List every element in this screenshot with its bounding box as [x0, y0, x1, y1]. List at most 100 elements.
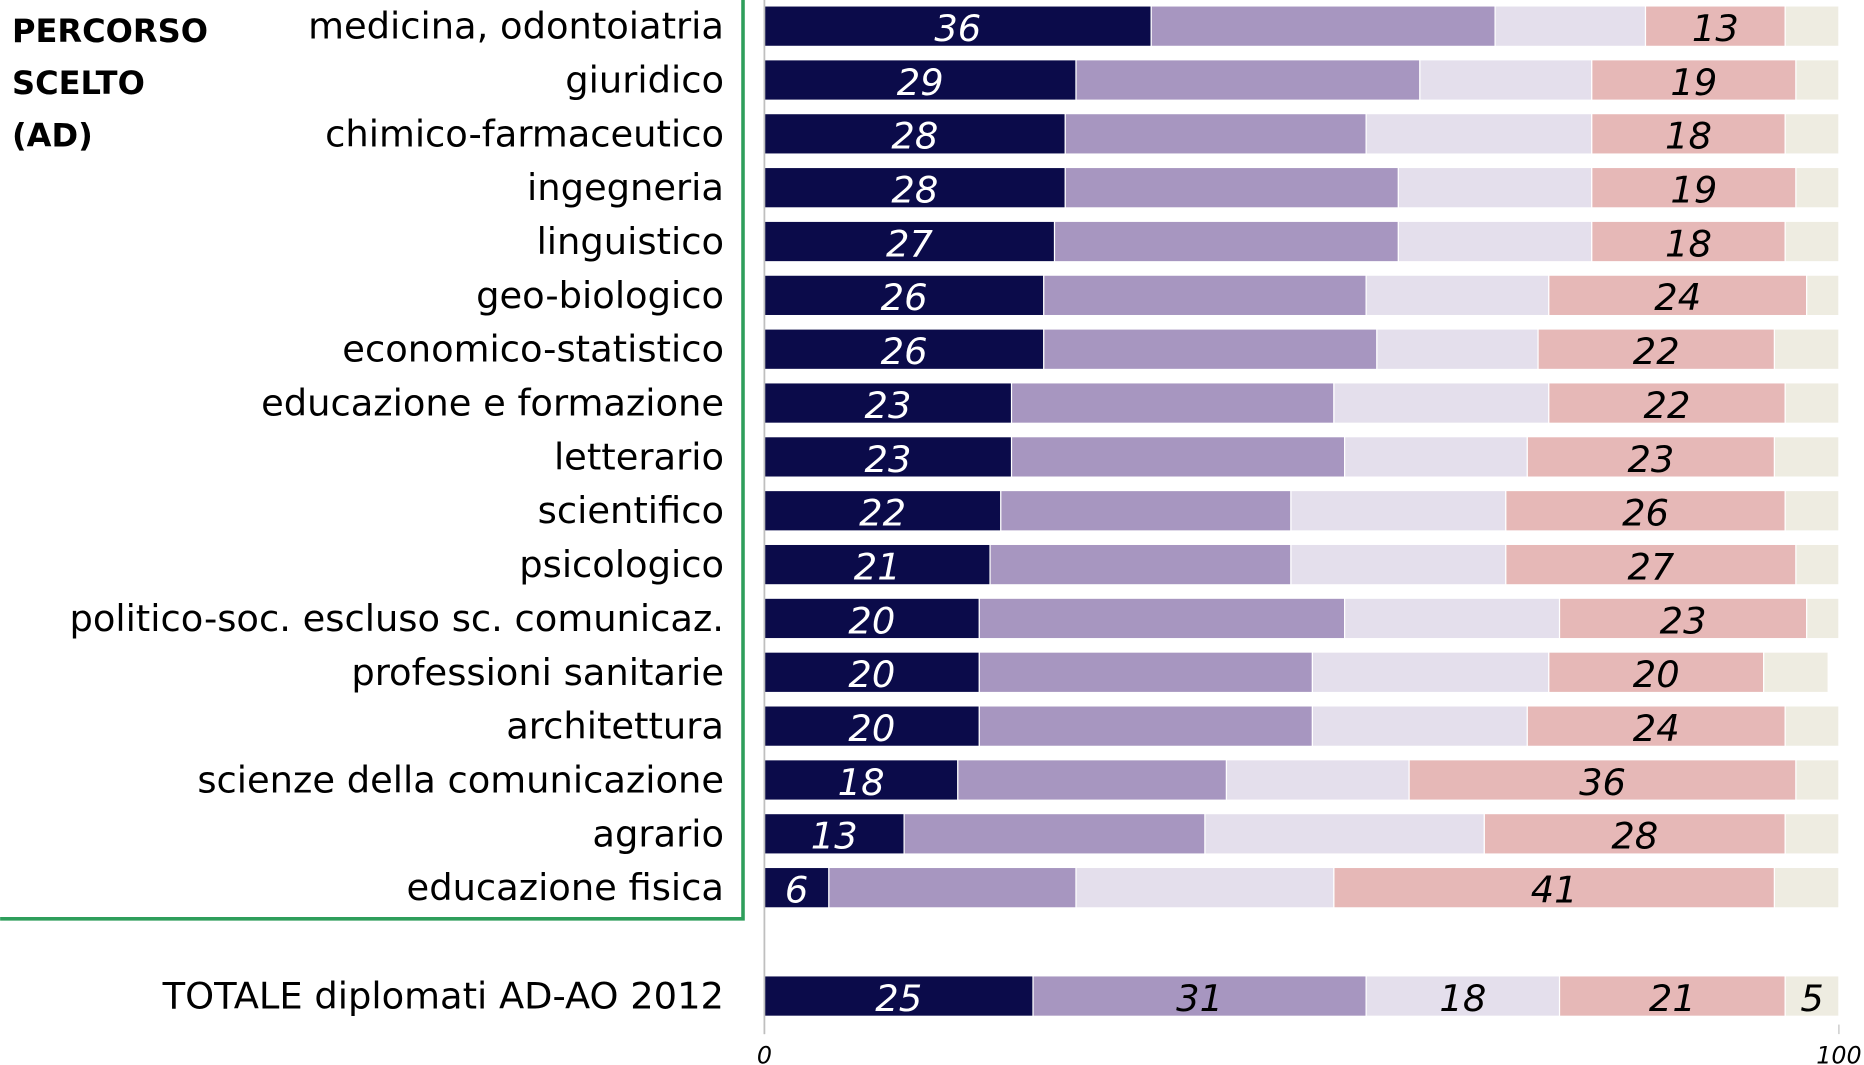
category-label: scienze della comunicazione: [197, 758, 724, 801]
category-label: giuridico: [565, 58, 724, 101]
bar-segment: [763, 436, 1013, 478]
bar-segment: [1548, 382, 1786, 424]
value-label: 5: [1800, 977, 1823, 1020]
bar-segment: [1032, 975, 1367, 1017]
value-label: 29: [897, 61, 944, 104]
value-label: 28: [1611, 815, 1658, 858]
bar-segment: [1806, 274, 1840, 317]
group-bracket: [0, 0, 745, 921]
value-label: 28: [891, 169, 938, 212]
value-label: 24: [1633, 707, 1680, 750]
value-label: 20: [848, 707, 895, 750]
category-label: chimico-farmaceutico: [325, 112, 724, 155]
bar-segment: [1010, 436, 1346, 478]
group-label: PERCORSO: [12, 12, 208, 50]
category-label: economico-statistico: [342, 328, 724, 371]
category-label: TOTALE diplomati AD-AO 2012: [162, 975, 724, 1018]
bar-segment: [1784, 975, 1840, 1017]
bar-segment: [1537, 328, 1776, 371]
category-label: medicina, odontoiatria: [308, 5, 724, 48]
value-label: 23: [1627, 438, 1674, 481]
bar-segment: [1784, 813, 1840, 855]
bar-segment: [1806, 597, 1840, 640]
category-label: educazione e formazione: [261, 382, 724, 425]
bar-segment: [1494, 5, 1647, 47]
bar-segment: [1784, 220, 1840, 263]
bar-segment: [1075, 866, 1335, 909]
bar-segment: [1000, 489, 1292, 532]
bar-segment: [1526, 705, 1786, 747]
bar-segment: [1763, 651, 1829, 694]
bar-segment: [1075, 59, 1421, 101]
x-tick-label: 100: [1816, 1041, 1861, 1065]
bar-segment: [1397, 220, 1593, 263]
bar-segment: [1784, 5, 1840, 47]
bar-segment: [1043, 328, 1378, 371]
value-label: 23: [865, 384, 912, 427]
value-label: 13: [811, 815, 858, 858]
bar-segment: [903, 813, 1206, 855]
value-label: 20: [1633, 653, 1680, 696]
bar-segment: [1644, 5, 1786, 47]
bar-segment: [1773, 436, 1840, 478]
bar-segment: [1773, 328, 1840, 371]
bar-segment: [1591, 220, 1786, 263]
bar-segment: [1290, 489, 1507, 532]
value-label: 26: [1622, 492, 1669, 535]
value-label: 18: [1665, 222, 1712, 265]
bar-segment: [1784, 113, 1840, 155]
bar-segment: [828, 866, 1077, 909]
bar-segment: [989, 543, 1292, 586]
bar-segment: [763, 759, 959, 801]
category-label: agrario: [592, 812, 724, 855]
value-label: 20: [848, 653, 895, 696]
bar-segment: [763, 274, 1045, 317]
bar-segment: [763, 59, 1077, 101]
bar-segment: [1376, 328, 1539, 371]
value-label: 36: [934, 7, 981, 50]
bar-segment: [1344, 436, 1528, 478]
value-label: 19: [1670, 61, 1717, 104]
value-label: 22: [1633, 330, 1680, 373]
value-label: 24: [1654, 276, 1701, 319]
value-label: 26: [881, 276, 928, 319]
bar-segment: [1290, 543, 1507, 586]
bar-segment: [1064, 113, 1367, 155]
value-label: 18: [1665, 115, 1712, 158]
bar-segment: [1526, 436, 1776, 478]
value-label: 19: [1670, 169, 1717, 212]
bar-segment: [1548, 651, 1765, 694]
bar-segment: [1365, 113, 1593, 155]
bar-segment: [1311, 705, 1528, 747]
category-label: educazione fisica: [407, 866, 724, 909]
bar-segment: [1053, 220, 1399, 263]
bar-segment: [1365, 975, 1561, 1017]
value-label: 18: [1439, 977, 1486, 1020]
category-label: psicologico: [519, 543, 724, 586]
category-label: scientifico: [538, 489, 724, 532]
bar-segment: [763, 866, 830, 909]
category-label: professioni sanitarie: [351, 651, 724, 694]
bar-segment: [763, 651, 980, 694]
bar-segment: [1558, 597, 1808, 640]
bar-segment: [1397, 166, 1593, 209]
value-label: 21: [1649, 977, 1696, 1020]
value-label: 28: [891, 115, 938, 158]
bar-segment: [1795, 166, 1840, 209]
value-label: 22: [859, 492, 906, 535]
bar-segment: [1784, 705, 1840, 747]
bar-segment: [1795, 543, 1840, 586]
bar-segment: [1784, 489, 1840, 532]
value-label: 18: [838, 761, 885, 804]
bar-segment: [1483, 813, 1786, 855]
bar-segment: [1558, 975, 1786, 1017]
category-label: politico-soc. escluso sc. comunicaz.: [69, 597, 724, 640]
bar-segment: [978, 597, 1346, 640]
value-label: 27: [1627, 545, 1674, 588]
value-label: 26: [881, 330, 928, 373]
value-label: 23: [1660, 599, 1707, 642]
bar-segment: [1344, 597, 1561, 640]
bar-segment: [1591, 113, 1786, 155]
bar-segment: [1010, 382, 1335, 424]
